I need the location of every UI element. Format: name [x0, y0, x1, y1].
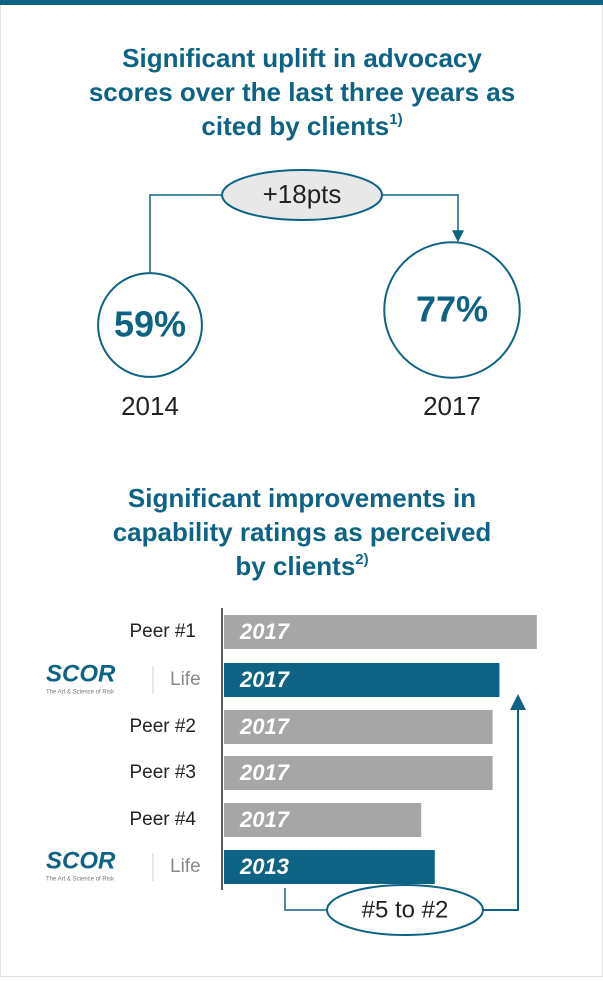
- category-label: Peer #1: [129, 621, 196, 642]
- change-badge: [221, 169, 383, 221]
- logo-tagline: The Art & Science of Risk: [46, 690, 115, 696]
- annotation-arrow: [483, 694, 526, 911]
- bar: [224, 710, 493, 744]
- section-title: Significant uplift in advocacy: [122, 43, 482, 73]
- top-rule: [0, 0, 603, 5]
- section-title: scores over the last three years as: [89, 77, 515, 107]
- bar: [224, 850, 435, 884]
- annotation-connector: [284, 888, 327, 911]
- footnote: 1): [389, 111, 402, 128]
- category-label: Peer #3: [129, 762, 196, 783]
- category-label: Peer #2: [129, 716, 196, 737]
- bar: [224, 663, 500, 697]
- logo-name: SCOR: [46, 660, 116, 687]
- annotation-badge: [326, 884, 484, 936]
- connector-arrow: [382, 194, 464, 243]
- bar: [224, 756, 493, 790]
- bar-label: 2013: [239, 854, 289, 879]
- section-title: capability ratings as perceived: [113, 517, 492, 547]
- bar: [224, 803, 422, 837]
- bar-label: 2017: [239, 760, 291, 785]
- year-label: 2014: [121, 391, 179, 421]
- bar: [224, 615, 537, 649]
- section-title: by clients2): [235, 551, 368, 581]
- score-circle: [383, 241, 521, 379]
- bar-label: 2017: [239, 807, 291, 832]
- score-label: 77%: [416, 289, 488, 330]
- bar-label: 2017: [239, 667, 291, 692]
- bar-label: 2017: [239, 714, 291, 739]
- logo-product: Life: [170, 856, 201, 877]
- bar-label: 2017: [239, 619, 291, 644]
- score-circle: [97, 272, 203, 378]
- category-label: Peer #4: [129, 809, 196, 830]
- logo-tagline: The Art & Science of Risk: [46, 877, 115, 883]
- footnote: 2): [355, 551, 368, 568]
- connector: [149, 194, 222, 274]
- section-title: cited by clients1): [201, 111, 402, 141]
- score-label: 59%: [114, 304, 186, 345]
- section-title: Significant improvements in: [128, 483, 476, 513]
- annotation-label: #5 to #2: [362, 896, 449, 923]
- logo-product: Life: [170, 669, 201, 690]
- change-label: +18pts: [263, 179, 342, 209]
- year-label: 2017: [423, 391, 481, 421]
- logo-name: SCOR: [46, 847, 116, 874]
